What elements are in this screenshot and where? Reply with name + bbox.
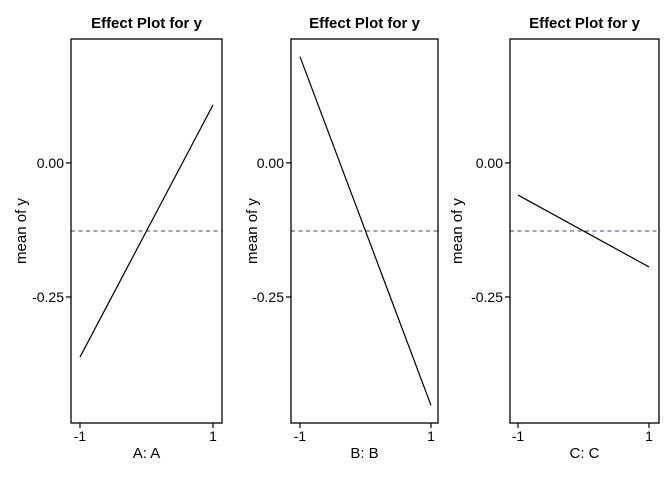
effect-panel-b: Effect Plot for y mean of y 0.00 -0.25 -… <box>244 15 439 462</box>
x-tick-label: 1 <box>427 428 435 444</box>
panel-border <box>70 38 223 424</box>
x-axis-label: C: C <box>570 445 600 462</box>
y-tick-label: -0.25 <box>471 289 503 305</box>
x-axis-label: A: A <box>133 445 161 462</box>
panel-border <box>509 38 660 424</box>
plot-area <box>66 38 223 428</box>
y-tick-label: -0.25 <box>252 289 284 305</box>
y-axis-label: mean of y <box>244 198 261 264</box>
effect-panel-c: Effect Plot for y mean of y 0.00 -0.25 -… <box>449 15 660 462</box>
x-tick-label: 1 <box>645 428 653 444</box>
x-tick-label: -1 <box>294 428 307 444</box>
panel-border <box>290 38 439 424</box>
effect-panel-a: Effect Plot for y mean of y 0.00 -0.25 -… <box>13 15 223 462</box>
y-tick-label: 0.00 <box>257 155 284 171</box>
y-axis-label: mean of y <box>13 198 30 264</box>
panel-title: Effect Plot for y <box>529 15 641 32</box>
plot-area <box>505 38 660 428</box>
plot-area <box>286 38 439 428</box>
effect-line <box>299 56 432 406</box>
y-axis-label: mean of y <box>449 198 466 264</box>
x-tick-label: -1 <box>74 428 87 444</box>
x-axis-label: B: B <box>350 445 378 462</box>
y-tick-label: -0.25 <box>32 289 64 305</box>
panel-title: Effect Plot for y <box>91 15 203 32</box>
y-tick-label: 0.00 <box>37 155 64 171</box>
effect-line <box>79 104 214 358</box>
panel-title: Effect Plot for y <box>309 15 421 32</box>
x-tick-label: -1 <box>512 428 525 444</box>
y-tick-label: 0.00 <box>476 155 503 171</box>
effect-line <box>517 194 650 268</box>
x-tick-label: 1 <box>209 428 217 444</box>
